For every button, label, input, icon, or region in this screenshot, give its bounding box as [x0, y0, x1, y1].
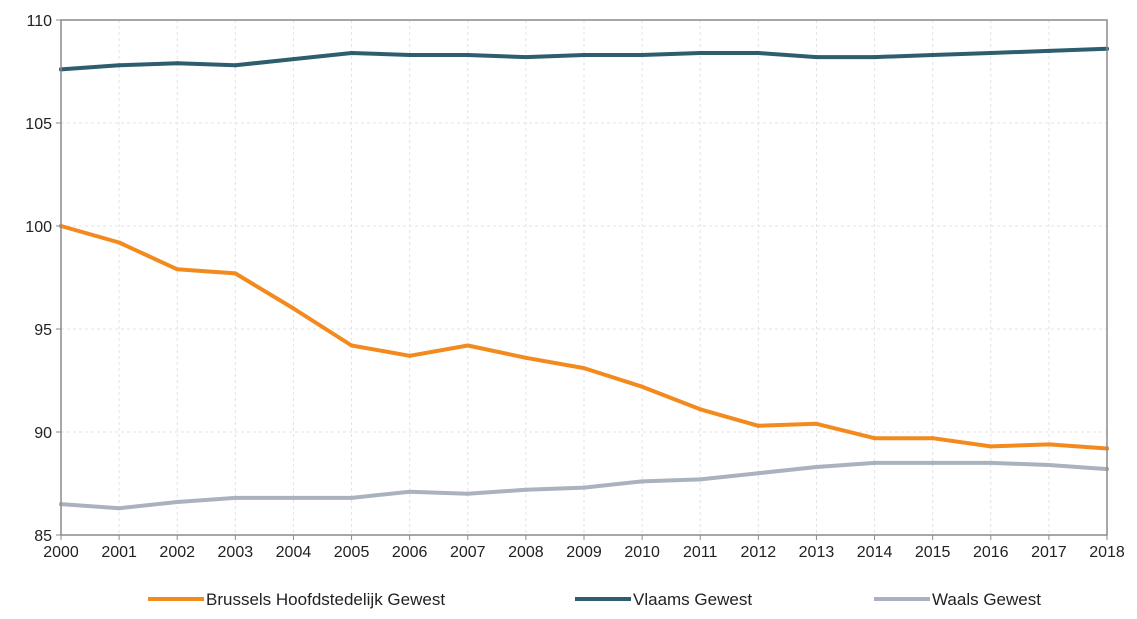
series-layer	[59, 46, 1109, 511]
data-point	[1046, 48, 1051, 53]
data-point	[175, 267, 180, 272]
data-point	[1046, 442, 1051, 447]
x-tick-label: 2002	[159, 544, 195, 561]
x-tick-label: 2005	[334, 544, 370, 561]
x-tick-label: 2016	[973, 544, 1009, 561]
data-point	[756, 471, 761, 476]
series-group	[59, 224, 1109, 451]
data-point	[698, 407, 703, 412]
legend: Brussels Hoofdstedelijk Gewest Vlaams Gew…	[148, 590, 1041, 609]
y-tick-labels: 85 90 95 100 105 110	[25, 13, 52, 545]
x-tick-label: 2003	[218, 544, 254, 561]
legend-label: Waals Gewest	[932, 590, 1041, 609]
data-point	[465, 343, 470, 348]
data-point	[872, 460, 877, 465]
x-tick-labels: 2000 2001 2002 2003 2004 2005 2006 2007 2008 2009…	[43, 544, 1125, 561]
data-point	[523, 487, 528, 492]
data-point	[465, 491, 470, 496]
data-point	[349, 495, 354, 500]
legend-label: Brussels Hoofdstedelijk Gewest	[206, 590, 445, 609]
data-point	[582, 485, 586, 490]
data-point	[756, 423, 761, 428]
y-tick-label: 85	[34, 528, 52, 545]
series-group	[59, 46, 1109, 72]
data-point	[291, 306, 296, 311]
data-point	[117, 63, 122, 68]
x-tick-label: 2010	[624, 544, 660, 561]
data-point	[407, 53, 412, 58]
x-tick-label: 2008	[508, 544, 544, 561]
y-tick-label: 110	[26, 13, 52, 30]
data-point	[930, 460, 935, 465]
x-tick-label: 2012	[741, 544, 777, 561]
legend-item: Brussels Hoofdstedelijk Gewest	[148, 590, 445, 609]
data-point	[814, 421, 819, 426]
series-line	[59, 224, 1109, 451]
legend-item: Waals Gewest	[874, 590, 1041, 609]
data-point	[814, 55, 819, 60]
x-tick-label: 2014	[857, 544, 893, 561]
x-tick-label: 2015	[915, 544, 951, 561]
data-point	[930, 436, 935, 441]
x-tick-label: 2013	[799, 544, 835, 561]
y-tick-label: 100	[25, 219, 52, 236]
data-point	[698, 50, 703, 55]
data-point	[465, 53, 470, 58]
data-point	[233, 495, 238, 500]
data-point	[407, 489, 412, 494]
data-point	[291, 57, 296, 62]
data-point	[523, 355, 528, 360]
data-point	[930, 53, 935, 58]
data-point	[872, 436, 877, 441]
data-point	[582, 366, 586, 371]
data-point	[872, 55, 877, 60]
data-point	[640, 384, 645, 389]
data-point	[349, 50, 354, 55]
x-tick-label: 2009	[566, 544, 602, 561]
data-point	[349, 343, 354, 348]
data-point	[175, 500, 180, 505]
data-point	[1046, 462, 1051, 467]
data-point	[640, 53, 645, 58]
data-point	[291, 495, 296, 500]
x-tick-label: 2007	[450, 544, 486, 561]
data-point	[117, 506, 122, 511]
data-point	[814, 465, 819, 470]
data-point	[582, 53, 586, 58]
data-point	[988, 50, 993, 55]
data-point	[175, 61, 180, 66]
x-tick-label: 2001	[101, 544, 137, 561]
x-tick-label: 2006	[392, 544, 428, 561]
axes	[56, 19, 1108, 540]
data-point	[698, 477, 703, 482]
data-point	[523, 55, 528, 60]
legend-label: Vlaams Gewest	[633, 590, 752, 609]
data-point	[233, 63, 238, 68]
y-tick-label: 95	[34, 322, 52, 339]
x-tick-label: 2017	[1031, 544, 1067, 561]
plot-frame	[60, 19, 1108, 536]
legend-item: Vlaams Gewest	[575, 590, 752, 609]
x-tick-label: 2004	[276, 544, 312, 561]
data-point	[988, 444, 993, 449]
y-tick-label: 105	[25, 116, 52, 133]
data-point	[233, 271, 238, 276]
y-tick-label: 90	[34, 425, 52, 442]
data-point	[756, 50, 761, 55]
data-point	[407, 353, 412, 358]
x-tick-label: 2000	[43, 544, 79, 561]
data-point	[117, 240, 122, 245]
x-tick-label: 2018	[1089, 544, 1125, 561]
data-point	[640, 479, 645, 484]
series-group	[59, 460, 1109, 511]
gridlines	[61, 20, 1107, 535]
data-point	[988, 460, 993, 465]
x-tick-label: 2011	[683, 544, 718, 561]
